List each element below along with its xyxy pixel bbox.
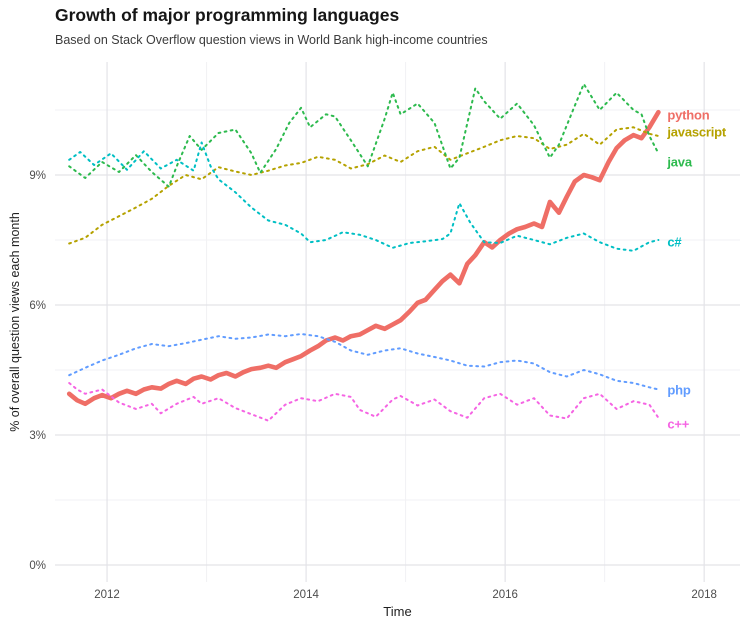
series-label-php: php xyxy=(667,382,690,397)
series-label-javascript: javascript xyxy=(666,125,727,140)
y-tick-label: 9% xyxy=(29,170,46,182)
x-tick-label: 2012 xyxy=(94,589,120,601)
chart-title: Growth of major programming languages xyxy=(55,5,400,25)
y-tick-label: 0% xyxy=(29,560,46,572)
series-line-c xyxy=(68,382,660,422)
x-axis-title: Time xyxy=(383,604,412,619)
series-label-java: java xyxy=(666,155,692,170)
chart-subtitle: Based on Stack Overflow question views i… xyxy=(55,33,488,47)
y-tick-label: 6% xyxy=(29,300,46,312)
x-tick-label: 2014 xyxy=(293,589,319,601)
series-label-python: python xyxy=(667,108,709,123)
series-line-php xyxy=(68,333,660,391)
series-line-python xyxy=(66,109,661,407)
y-tick-label: 3% xyxy=(29,430,46,442)
x-tick-label: 2016 xyxy=(492,589,518,601)
series-label-c: c++ xyxy=(667,417,689,432)
series-line-java xyxy=(68,83,660,188)
x-tick-label: 2018 xyxy=(691,589,717,601)
y-axis-title: % of overall question views each month xyxy=(8,212,22,432)
series-line-javascript xyxy=(68,126,660,245)
series-label-c: c# xyxy=(667,235,682,250)
series-line-c xyxy=(68,141,660,252)
